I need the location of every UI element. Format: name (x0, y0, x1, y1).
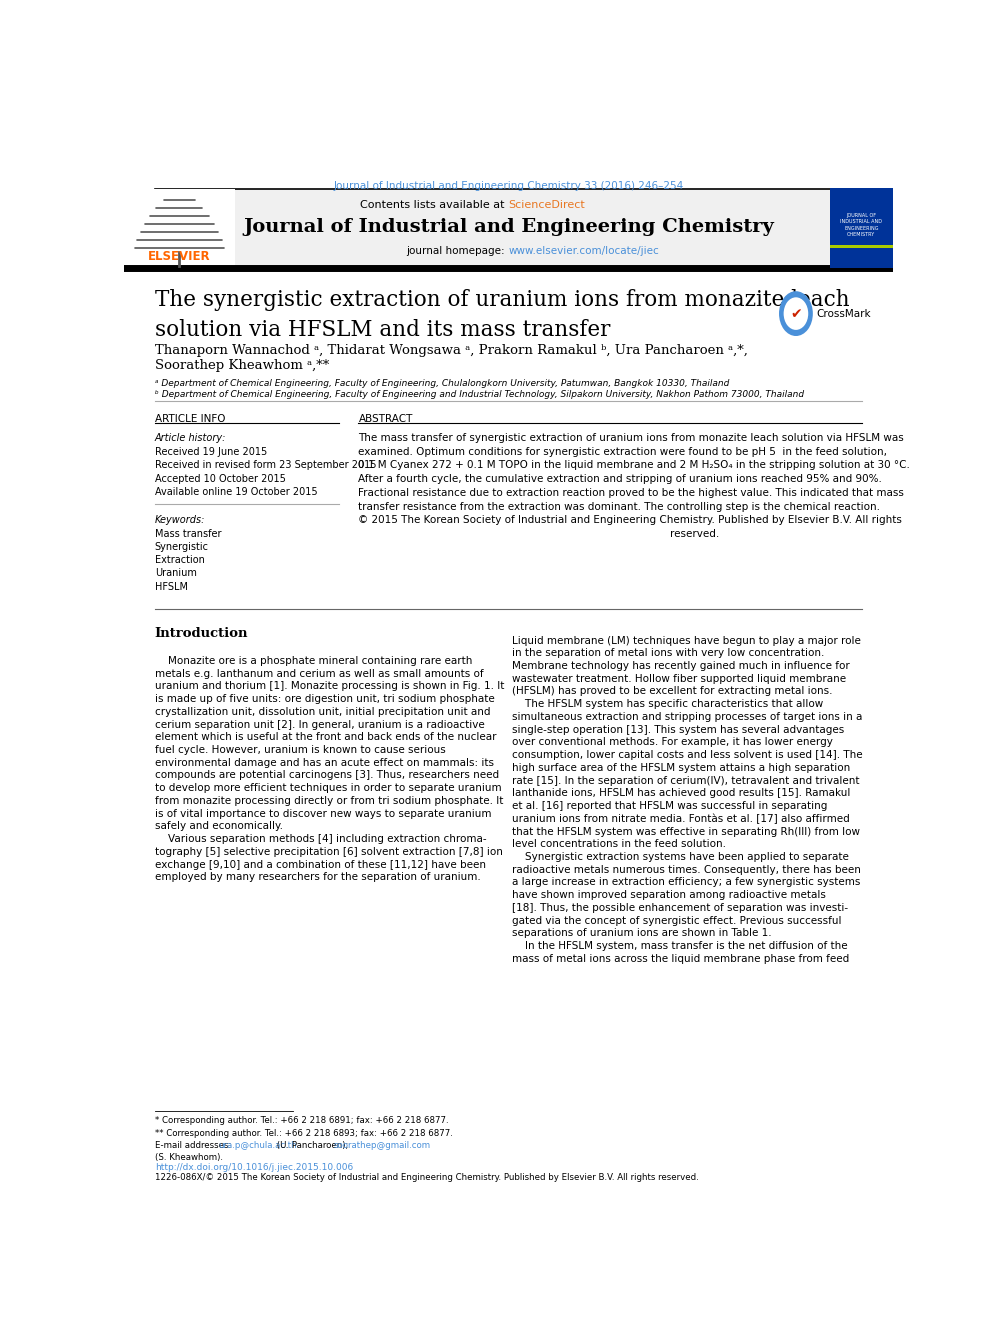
Text: E-mail addresses:: E-mail addresses: (155, 1140, 234, 1150)
Text: ARTICLE INFO: ARTICLE INFO (155, 414, 225, 425)
Text: over conventional methods. For example, it has lower energy: over conventional methods. For example, … (512, 737, 833, 747)
Circle shape (784, 298, 808, 329)
Text: single-step operation [13]. This system has several advantages: single-step operation [13]. This system … (512, 725, 844, 734)
Text: Synergistic extraction systems have been applied to separate: Synergistic extraction systems have been… (512, 852, 849, 863)
Text: journal homepage:: journal homepage: (407, 246, 509, 257)
Text: (HFSLM) has proved to be excellent for extracting metal ions.: (HFSLM) has proved to be excellent for e… (512, 687, 832, 696)
Text: Uranium: Uranium (155, 569, 196, 578)
Text: element which is useful at the front and back ends of the nuclear: element which is useful at the front and… (155, 733, 496, 742)
Text: soorathep@gmail.com: soorathep@gmail.com (334, 1140, 431, 1150)
Text: compounds are potential carcinogens [3]. Thus, researchers need: compounds are potential carcinogens [3].… (155, 770, 499, 781)
Text: HFSLM: HFSLM (155, 582, 187, 591)
Text: Monazite ore is a phosphate mineral containing rare earth: Monazite ore is a phosphate mineral cont… (155, 656, 472, 665)
Text: In the HFSLM system, mass transfer is the net diffusion of the: In the HFSLM system, mass transfer is th… (512, 941, 848, 951)
Text: Introduction: Introduction (155, 627, 248, 640)
Text: CrossMark: CrossMark (815, 308, 871, 319)
Text: Mass transfer: Mass transfer (155, 529, 221, 538)
Text: ** Corresponding author. Tel.: +66 2 218 6893; fax: +66 2 218 6877.: ** Corresponding author. Tel.: +66 2 218… (155, 1129, 452, 1138)
FancyBboxPatch shape (829, 188, 893, 267)
Text: ABSTRACT: ABSTRACT (358, 414, 413, 425)
Text: Extraction: Extraction (155, 556, 204, 565)
Text: (U. Pancharoen);: (U. Pancharoen); (274, 1140, 351, 1150)
Text: 0.1 M Cyanex 272 + 0.1 M TOPO in the liquid membrane and 2 M H₂SO₄ in the stripp: 0.1 M Cyanex 272 + 0.1 M TOPO in the liq… (358, 460, 911, 470)
Text: from monazite processing directly or from tri sodium phosphate. It: from monazite processing directly or fro… (155, 796, 503, 806)
Text: employed by many researchers for the separation of uranium.: employed by many researchers for the sep… (155, 872, 480, 882)
Text: reserved.: reserved. (358, 529, 720, 538)
Text: Membrane technology has recently gained much in influence for: Membrane technology has recently gained … (512, 662, 850, 671)
Text: The HFSLM system has specific characteristics that allow: The HFSLM system has specific characteri… (512, 699, 823, 709)
Text: separations of uranium ions are shown in Table 1.: separations of uranium ions are shown in… (512, 929, 772, 938)
Text: examined. Optimum conditions for synergistic extraction were found to be pH 5  i: examined. Optimum conditions for synergi… (358, 447, 888, 456)
Circle shape (779, 291, 812, 336)
Text: wastewater treatment. Hollow fiber supported liquid membrane: wastewater treatment. Hollow fiber suppo… (512, 673, 846, 684)
Text: ᵃ Department of Chemical Engineering, Faculty of Engineering, Chulalongkorn Univ: ᵃ Department of Chemical Engineering, Fa… (155, 378, 729, 388)
Text: ᵇ Department of Chemical Engineering, Faculty of Engineering and Industrial Tech: ᵇ Department of Chemical Engineering, Fa… (155, 390, 804, 400)
Text: gated via the concept of synergistic effect. Previous successful: gated via the concept of synergistic eff… (512, 916, 842, 926)
Text: Article history:: Article history: (155, 433, 226, 443)
Text: ✔: ✔ (790, 307, 802, 320)
Text: simultaneous extraction and stripping processes of target ions in a: simultaneous extraction and stripping pr… (512, 712, 863, 722)
Text: Synergistic: Synergistic (155, 542, 208, 552)
Text: environmental damage and has an acute effect on mammals: its: environmental damage and has an acute ef… (155, 758, 494, 767)
Text: The mass transfer of synergistic extraction of uranium ions from monazite leach : The mass transfer of synergistic extract… (358, 433, 905, 443)
Text: © 2015 The Korean Society of Industrial and Engineering Chemistry. Published by : © 2015 The Korean Society of Industrial … (358, 515, 903, 525)
Text: Liquid membrane (LM) techniques have begun to play a major role: Liquid membrane (LM) techniques have beg… (512, 635, 861, 646)
Text: exchange [9,10] and a combination of these [11,12] have been: exchange [9,10] and a combination of the… (155, 860, 486, 869)
Text: lanthanide ions, HFSLM has achieved good results [15]. Ramakul: lanthanide ions, HFSLM has achieved good… (512, 789, 850, 798)
FancyBboxPatch shape (124, 189, 893, 266)
Text: Received in revised form 23 September 2015: Received in revised form 23 September 20… (155, 460, 376, 470)
Text: http://dx.doi.org/10.1016/j.jiec.2015.10.006: http://dx.doi.org/10.1016/j.jiec.2015.10… (155, 1163, 353, 1172)
Text: fuel cycle. However, uranium is known to cause serious: fuel cycle. However, uranium is known to… (155, 745, 445, 755)
Text: [18]. Thus, the possible enhancement of separation was investi-: [18]. Thus, the possible enhancement of … (512, 902, 848, 913)
Text: tography [5] selective precipitation [6] solvent extraction [7,8] ion: tography [5] selective precipitation [6]… (155, 847, 503, 857)
Text: metals e.g. lanthanum and cerium as well as small amounts of: metals e.g. lanthanum and cerium as well… (155, 668, 483, 679)
Text: Received 19 June 2015: Received 19 June 2015 (155, 447, 267, 456)
FancyBboxPatch shape (124, 189, 235, 266)
Text: (S. Kheawhom).: (S. Kheawhom). (155, 1154, 223, 1162)
Text: et al. [16] reported that HFSLM was successful in separating: et al. [16] reported that HFSLM was succ… (512, 800, 827, 811)
Text: The synergistic extraction of uranium ions from monazite leach
solution via HFSL: The synergistic extraction of uranium io… (155, 290, 849, 341)
Text: a large increase in extraction efficiency; a few synergistic systems: a large increase in extraction efficienc… (512, 877, 861, 888)
Text: * Corresponding author. Tel.: +66 2 218 6891; fax: +66 2 218 6877.: * Corresponding author. Tel.: +66 2 218 … (155, 1117, 448, 1126)
Text: ELSEVIER: ELSEVIER (148, 250, 210, 263)
Text: level concentrations in the feed solution.: level concentrations in the feed solutio… (512, 839, 726, 849)
Text: ura.p@chula.ac.th: ura.p@chula.ac.th (218, 1140, 298, 1150)
Text: radioactive metals numerous times. Consequently, there has been: radioactive metals numerous times. Conse… (512, 865, 861, 875)
Text: Keywords:: Keywords: (155, 515, 205, 525)
Text: consumption, lower capital costs and less solvent is used [14]. The: consumption, lower capital costs and les… (512, 750, 863, 761)
Text: Soorathep Kheawhom ᵃ,**: Soorathep Kheawhom ᵃ,** (155, 360, 329, 373)
Text: Available online 19 October 2015: Available online 19 October 2015 (155, 487, 317, 496)
Text: safely and economically.: safely and economically. (155, 822, 283, 831)
Text: uranium and thorium [1]. Monazite processing is shown in Fig. 1. It: uranium and thorium [1]. Monazite proces… (155, 681, 504, 692)
Text: Fractional resistance due to extraction reaction proved to be the highest value.: Fractional resistance due to extraction … (358, 488, 905, 497)
Text: mass of metal ions across the liquid membrane phase from feed: mass of metal ions across the liquid mem… (512, 954, 849, 964)
Text: uranium ions from nitrate media. Fontàs et al. [17] also affirmed: uranium ions from nitrate media. Fontàs … (512, 814, 850, 824)
Text: Contents lists available at: Contents lists available at (360, 200, 509, 209)
Text: crystallization unit, dissolution unit, initial precipitation unit and: crystallization unit, dissolution unit, … (155, 706, 490, 717)
Text: 1226-086X/© 2015 The Korean Society of Industrial and Engineering Chemistry. Pub: 1226-086X/© 2015 The Korean Society of I… (155, 1174, 698, 1183)
Text: to develop more efficient techniques in order to separate uranium: to develop more efficient techniques in … (155, 783, 501, 794)
Text: Accepted 10 October 2015: Accepted 10 October 2015 (155, 474, 286, 483)
Text: JOURNAL OF
INDUSTRIAL AND
ENGINEERING
CHEMISTRY: JOURNAL OF INDUSTRIAL AND ENGINEERING CH… (840, 213, 882, 237)
Text: Thanaporn Wannachod ᵃ, Thidarat Wongsawa ᵃ, Prakorn Ramakul ᵇ, Ura Pancharoen ᵃ,: Thanaporn Wannachod ᵃ, Thidarat Wongsawa… (155, 344, 748, 357)
Text: in the separation of metal ions with very low concentration.: in the separation of metal ions with ver… (512, 648, 824, 659)
Text: have shown improved separation among radioactive metals: have shown improved separation among rad… (512, 890, 826, 900)
Text: Journal of Industrial and Engineering Chemistry: Journal of Industrial and Engineering Ch… (243, 218, 774, 235)
FancyBboxPatch shape (829, 245, 893, 249)
Text: is made up of five units: ore digestion unit, tri sodium phosphate: is made up of five units: ore digestion … (155, 695, 494, 704)
Text: cerium separation unit [2]. In general, uranium is a radioactive: cerium separation unit [2]. In general, … (155, 720, 484, 729)
Text: transfer resistance from the extraction was dominant. The controlling step is th: transfer resistance from the extraction … (358, 501, 881, 512)
Text: Various separation methods [4] including extraction chroma-: Various separation methods [4] including… (155, 835, 486, 844)
Text: ScienceDirect: ScienceDirect (509, 200, 585, 209)
Text: that the HFSLM system was effective in separating Rh(III) from low: that the HFSLM system was effective in s… (512, 827, 860, 836)
Text: is of vital importance to discover new ways to separate uranium: is of vital importance to discover new w… (155, 808, 491, 819)
Text: After a fourth cycle, the cumulative extraction and stripping of uranium ions re: After a fourth cycle, the cumulative ext… (358, 474, 882, 484)
Text: high surface area of the HFSLM system attains a high separation: high surface area of the HFSLM system at… (512, 763, 850, 773)
Text: Journal of Industrial and Engineering Chemistry 33 (2016) 246–254: Journal of Industrial and Engineering Ch… (333, 181, 683, 191)
Text: www.elsevier.com/locate/jiec: www.elsevier.com/locate/jiec (509, 246, 659, 257)
Text: rate [15]. In the separation of cerium(IV), tetravalent and trivalent: rate [15]. In the separation of cerium(I… (512, 775, 860, 786)
